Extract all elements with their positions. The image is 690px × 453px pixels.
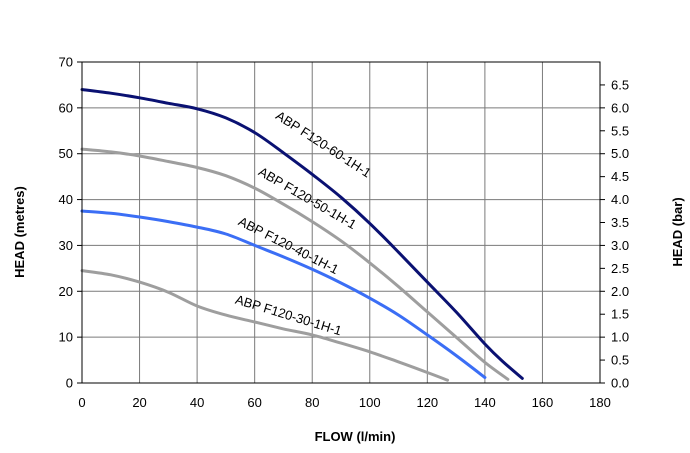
x-tick-label: 160 xyxy=(532,395,554,410)
y2-tick-label: 6.5 xyxy=(611,77,629,92)
y2-tick-label: 0.0 xyxy=(611,376,629,391)
y-axis-title: HEAD (metres) xyxy=(12,186,27,278)
y-tick-label: 20 xyxy=(59,284,73,299)
x-tick-label: 60 xyxy=(247,395,261,410)
y2-tick-label: 4.0 xyxy=(611,192,629,207)
x-tick-label: 100 xyxy=(359,395,381,410)
y2-axis-title: HEAD (bar) xyxy=(670,197,685,266)
y2-tick-label: 4.5 xyxy=(611,169,629,184)
y2-tick-label: 2.0 xyxy=(611,284,629,299)
x-tick-label: 20 xyxy=(132,395,146,410)
y-tick-label: 30 xyxy=(59,238,73,253)
y2-tick-label: 5.5 xyxy=(611,123,629,138)
y2-tick-label: 2.5 xyxy=(611,261,629,276)
x-tick-label: 140 xyxy=(474,395,496,410)
plot-frame xyxy=(81,61,601,384)
tick-labels: 0 20 40 60 80 100 120 140 160 180 0 10 20 30 40 50 60 70 0… xyxy=(59,55,630,411)
y-tick-label: 0 xyxy=(66,376,73,391)
y-tick-label: 50 xyxy=(59,146,73,161)
y2-tick-label: 3.0 xyxy=(611,238,629,253)
series-line-30 xyxy=(80,269,449,382)
x-tick-label: 180 xyxy=(589,395,611,410)
y2-tick-label: 0.5 xyxy=(611,353,629,368)
y-tick-label: 70 xyxy=(59,55,73,70)
y-tick-label: 40 xyxy=(59,192,73,207)
x-tick-label: 0 xyxy=(78,395,85,410)
series-label-60: ABP F120-60-1H-1 xyxy=(273,108,374,181)
x-tick-label: 120 xyxy=(416,395,438,410)
x-axis-title: FLOW (l/min) xyxy=(315,429,396,444)
y2-tick-label: 3.5 xyxy=(611,215,629,230)
series-line-40 xyxy=(80,209,487,379)
series-line-60 xyxy=(80,88,524,380)
x-tick-label: 40 xyxy=(190,395,204,410)
y2-tick-label: 6.0 xyxy=(611,100,629,115)
y-tick-label: 10 xyxy=(59,330,73,345)
series-line-50 xyxy=(80,147,510,381)
y-tick-label: 60 xyxy=(59,100,73,115)
x-tick-label: 80 xyxy=(305,395,319,410)
y2-tick-label: 1.0 xyxy=(611,330,629,345)
series-lines xyxy=(80,88,524,382)
y2-tick-label: 5.0 xyxy=(611,146,629,161)
y2-tick-label: 1.5 xyxy=(611,307,629,322)
